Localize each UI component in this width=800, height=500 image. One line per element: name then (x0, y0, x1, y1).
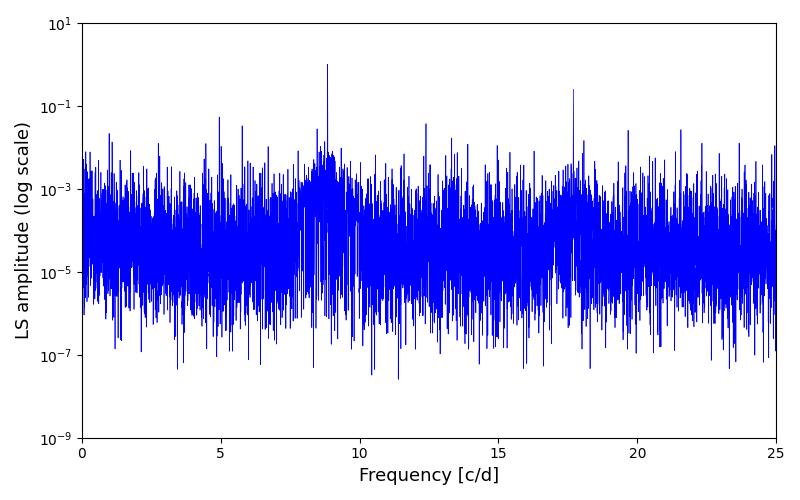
X-axis label: Frequency [c/d]: Frequency [c/d] (359, 467, 499, 485)
Y-axis label: LS amplitude (log scale): LS amplitude (log scale) (15, 122, 33, 340)
